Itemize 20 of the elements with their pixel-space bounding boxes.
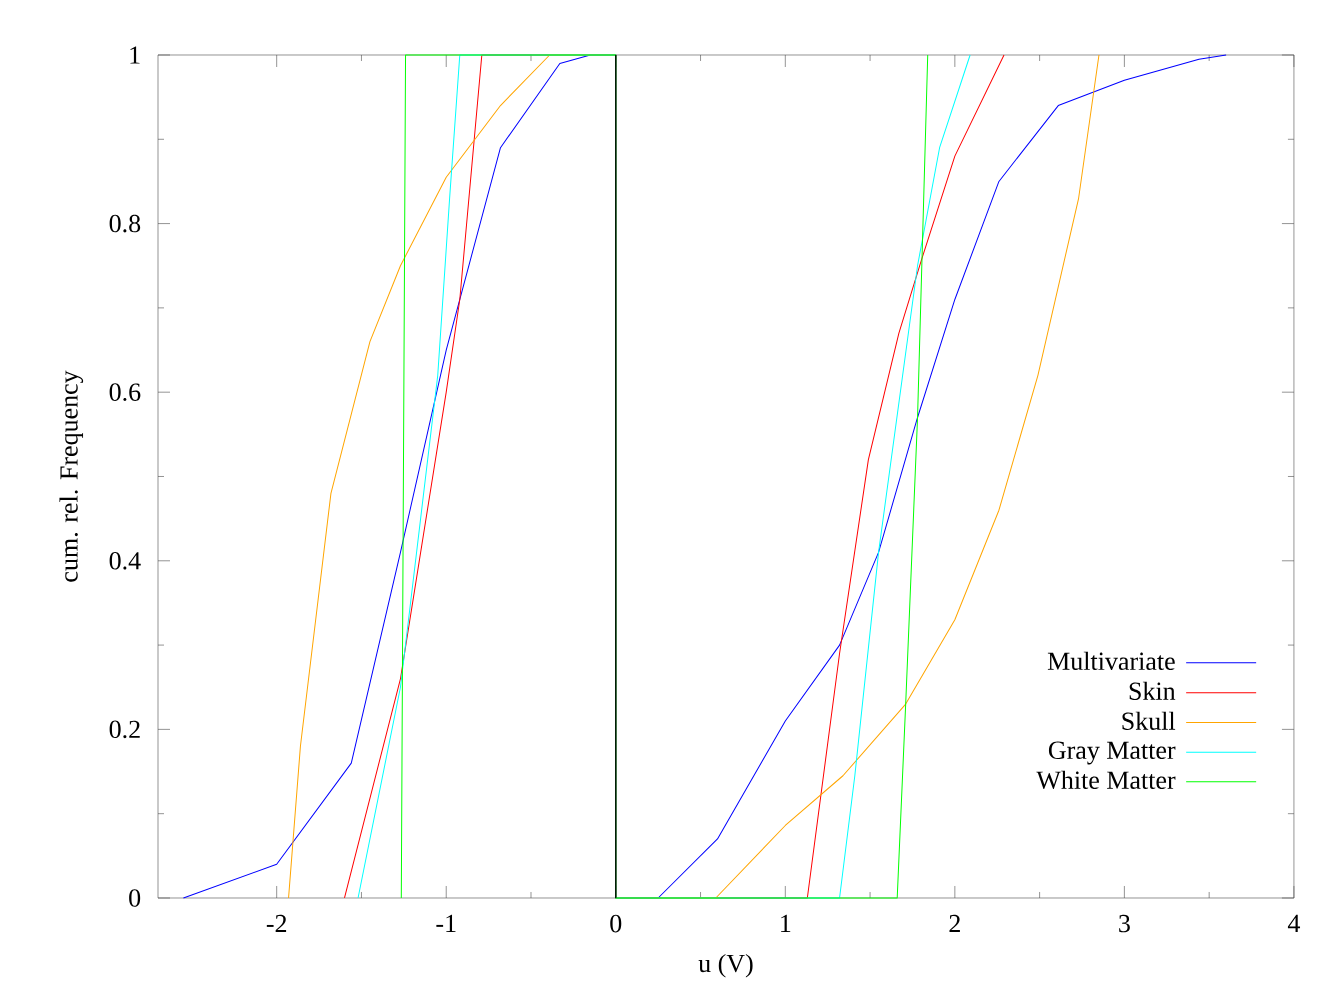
- x-tick-label: 0: [610, 914, 622, 933]
- legend-label: Gray Matter: [1048, 741, 1176, 765]
- y-tick-label: 0.4: [109, 551, 141, 570]
- x-axis-title: u (V): [698, 953, 753, 978]
- x-tick-label: -2: [266, 914, 287, 933]
- x-tick-label: -1: [436, 914, 456, 933]
- y-tick-label: 0.2: [109, 720, 140, 739]
- legend-label: Multivariate: [1047, 651, 1175, 671]
- legend-label: Skin: [1129, 681, 1176, 700]
- y-axis-title: cum. rel. Frequency: [59, 370, 84, 582]
- legend-label: White Matter: [1036, 770, 1176, 790]
- y-tick-label: 0.6: [109, 383, 141, 402]
- y-tick-label: 0.8: [109, 214, 141, 233]
- legend-label: Skull: [1122, 711, 1176, 730]
- x-tick-label: 2: [949, 914, 960, 933]
- y-tick-label: 1: [130, 46, 140, 64]
- y-tick-label: 0: [129, 889, 141, 907]
- x-tick-label: 4: [1287, 914, 1301, 932]
- x-tick-label: 1: [781, 914, 791, 933]
- x-tick-label: 3: [1119, 914, 1130, 933]
